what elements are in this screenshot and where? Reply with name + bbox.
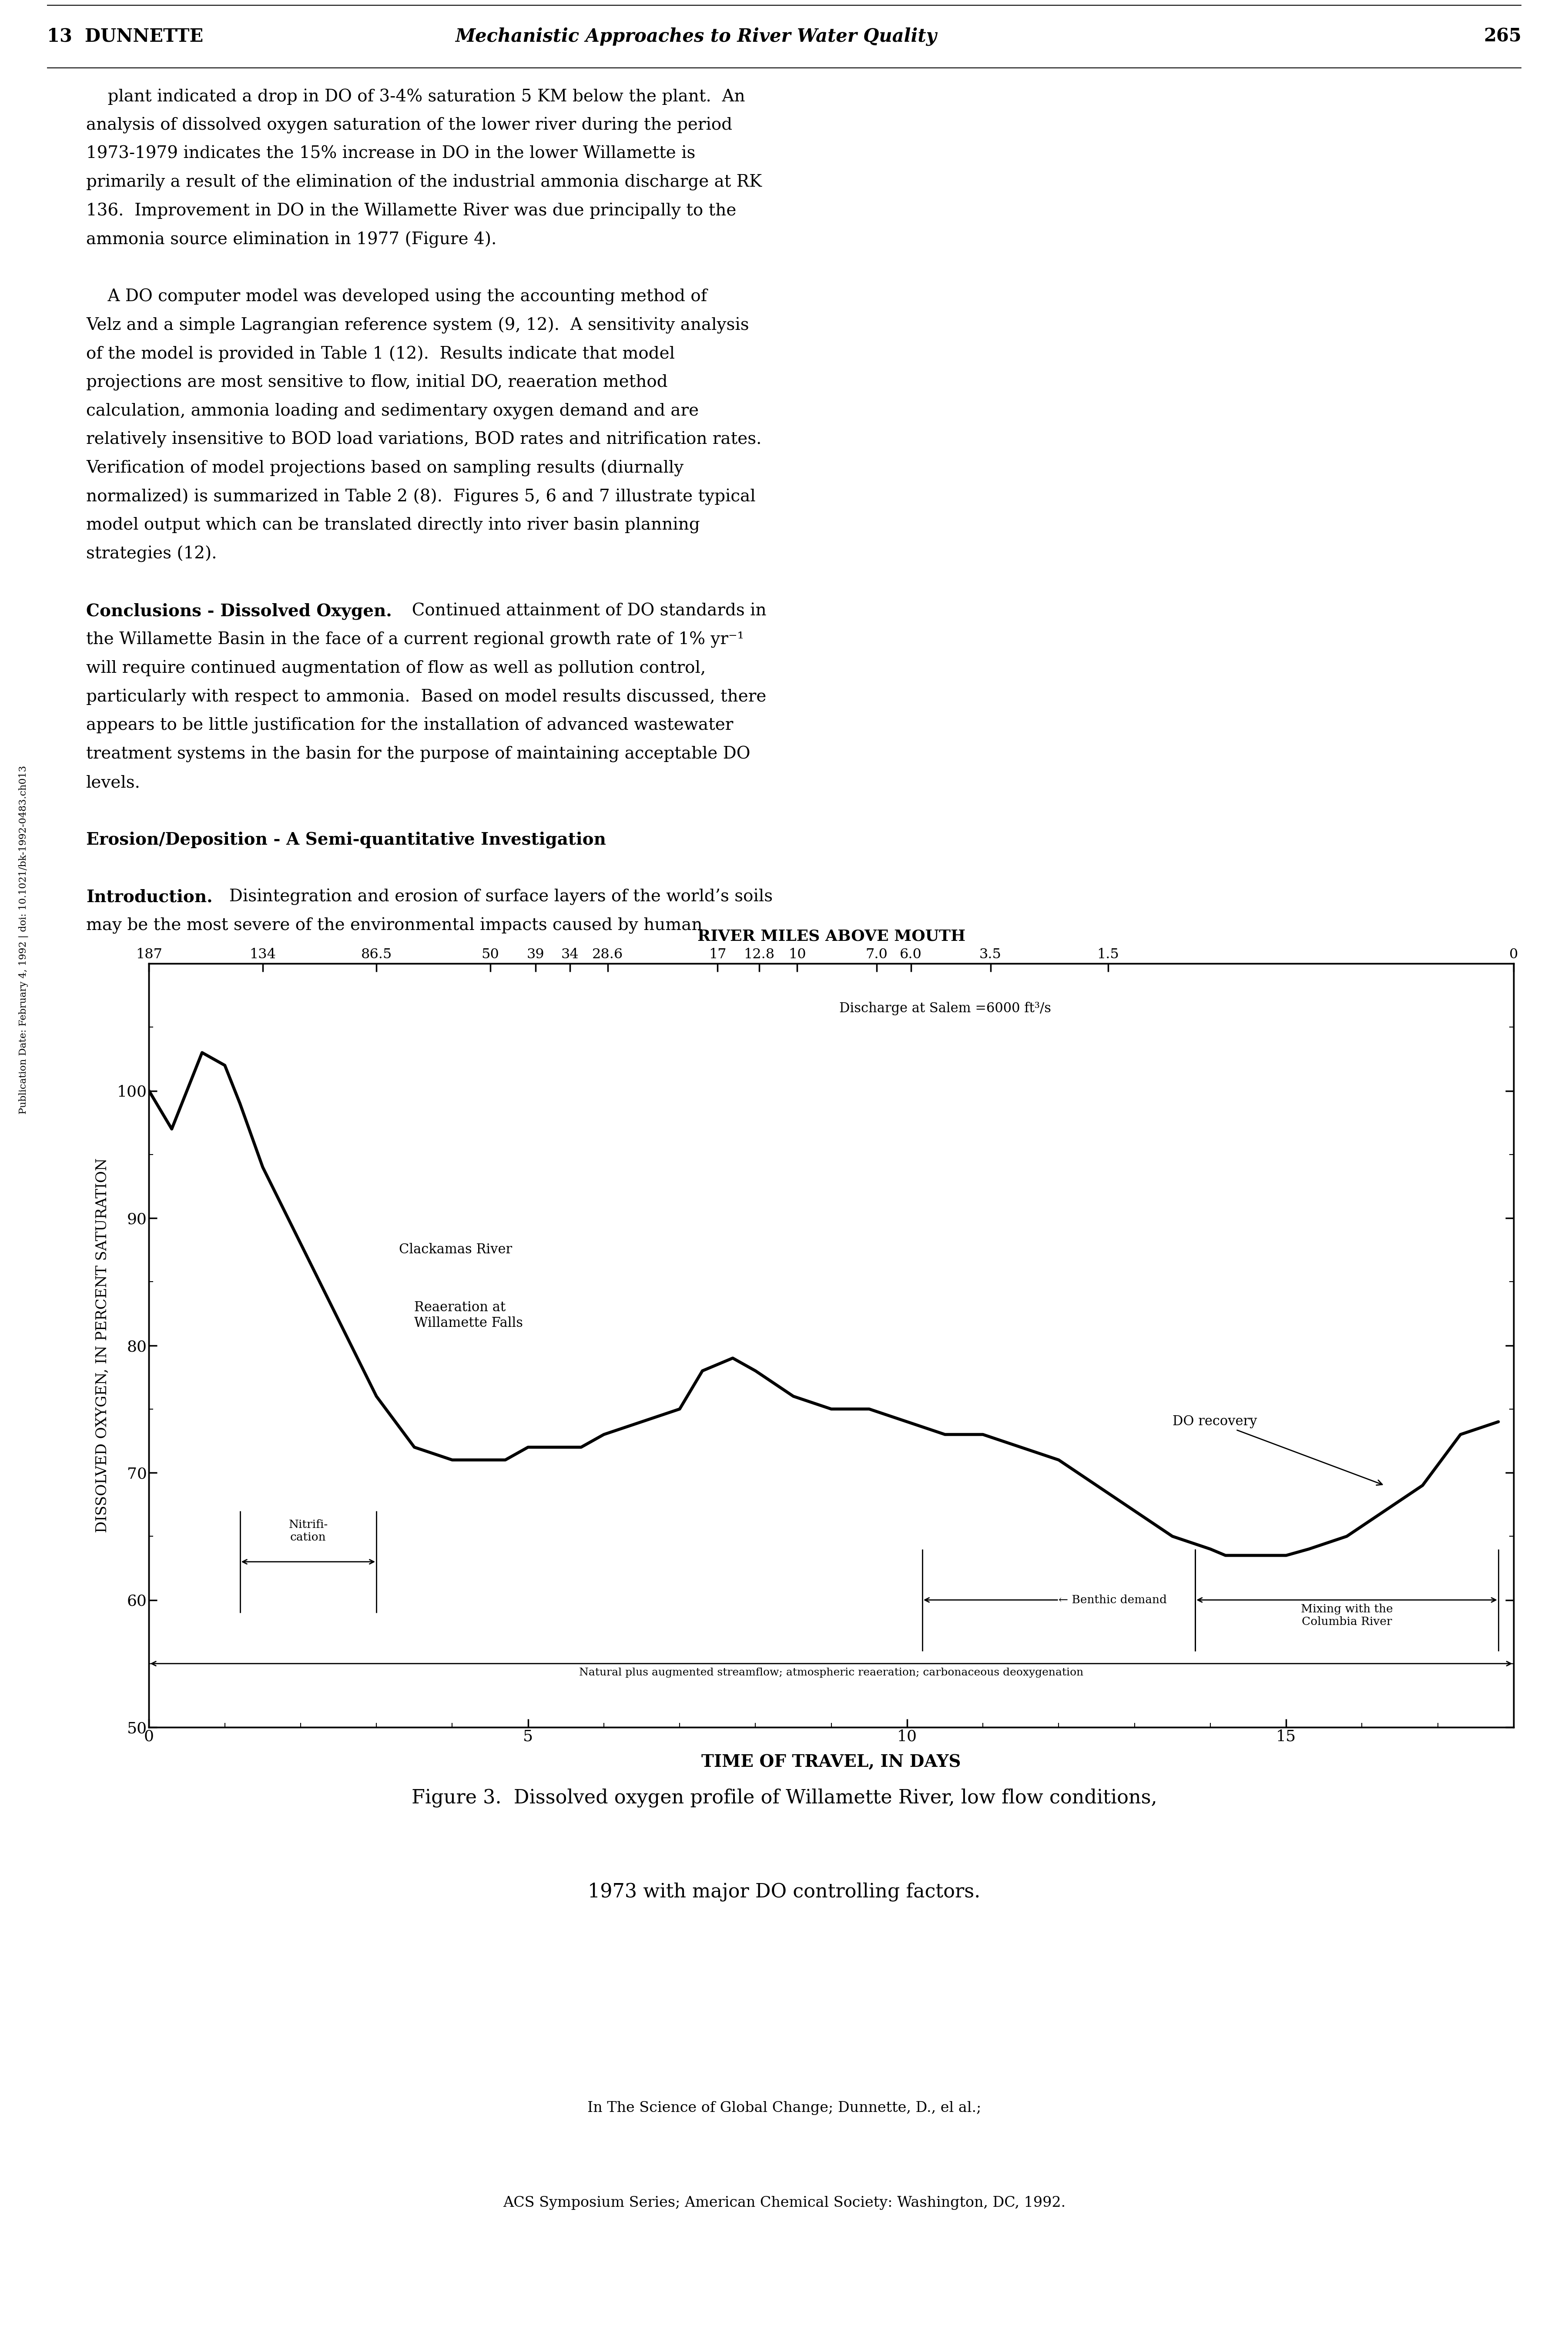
Y-axis label: DISSOLVED OXYGEN, IN PERCENT SATURATION: DISSOLVED OXYGEN, IN PERCENT SATURATION [96, 1159, 110, 1532]
Text: relatively insensitive to BOD load variations, BOD rates and nitrification rates: relatively insensitive to BOD load varia… [86, 432, 762, 449]
Text: A DO computer model was developed using the accounting method of: A DO computer model was developed using … [86, 289, 707, 306]
Text: may be the most severe of the environmental impacts caused by human: may be the most severe of the environmen… [86, 916, 702, 933]
Text: levels.: levels. [86, 776, 141, 792]
Text: Natural plus augmented streamflow; atmospheric reaeration; carbonaceous deoxygen: Natural plus augmented streamflow; atmos… [579, 1668, 1083, 1678]
Text: normalized) is summarized in Table 2 (8).  Figures 5, 6 and 7 illustrate typical: normalized) is summarized in Table 2 (8)… [86, 489, 756, 505]
Text: Figure 3.  Dissolved oxygen profile of Willamette River, low flow conditions,: Figure 3. Dissolved oxygen profile of Wi… [411, 1788, 1157, 1807]
Text: strategies (12).: strategies (12). [86, 545, 216, 562]
Text: Erosion/Deposition - A Semi-quantitative Investigation: Erosion/Deposition - A Semi-quantitative… [86, 832, 605, 848]
Text: 13  DUNNETTE: 13 DUNNETTE [47, 28, 204, 45]
Text: Disintegration and erosion of surface layers of the world’s soils: Disintegration and erosion of surface la… [218, 888, 773, 905]
Text: appears to be little justification for the installation of advanced wastewater: appears to be little justification for t… [86, 717, 734, 733]
Text: Reaeration at
Willamette Falls: Reaeration at Willamette Falls [414, 1302, 524, 1330]
Text: Introduction.: Introduction. [86, 888, 213, 905]
Text: Discharge at Salem =6000 ft³/s: Discharge at Salem =6000 ft³/s [839, 1001, 1051, 1015]
Text: of the model is provided in Table 1 (12).  Results indicate that model: of the model is provided in Table 1 (12)… [86, 345, 674, 362]
Text: Velz and a simple Lagrangian reference system (9, 12).  A sensitivity analysis: Velz and a simple Lagrangian reference s… [86, 317, 750, 334]
Text: In The Science of Global Change; Dunnette, D., el al.;: In The Science of Global Change; Dunnett… [586, 2101, 982, 2115]
X-axis label: RIVER MILES ABOVE MOUTH: RIVER MILES ABOVE MOUTH [698, 928, 964, 945]
Text: calculation, ammonia loading and sedimentary oxygen demand and are: calculation, ammonia loading and sedimen… [86, 402, 699, 418]
Text: analysis of dissolved oxygen saturation of the lower river during the period: analysis of dissolved oxygen saturation … [86, 118, 732, 134]
Text: DO recovery: DO recovery [1171, 1415, 1381, 1485]
Text: ammonia source elimination in 1977 (Figure 4).: ammonia source elimination in 1977 (Figu… [86, 230, 497, 247]
Text: model output which can be translated directly into river basin planning: model output which can be translated dir… [86, 517, 699, 533]
Text: Publication Date: February 4, 1992 | doi: 10.1021/bk-1992-0483.ch013: Publication Date: February 4, 1992 | doi… [19, 766, 28, 1114]
Text: ACS Symposium Series; American Chemical Society: Washington, DC, 1992.: ACS Symposium Series; American Chemical … [503, 2197, 1065, 2209]
X-axis label: TIME OF TRAVEL, IN DAYS: TIME OF TRAVEL, IN DAYS [701, 1753, 961, 1770]
Text: Mechanistic Approaches to River Water Quality: Mechanistic Approaches to River Water Qu… [455, 28, 936, 45]
Text: ← Benthic demand: ← Benthic demand [1058, 1596, 1167, 1605]
Text: projections are most sensitive to flow, initial DO, reaeration method: projections are most sensitive to flow, … [86, 374, 668, 390]
Text: 265: 265 [1483, 28, 1521, 45]
Text: particularly with respect to ammonia.  Based on model results discussed, there: particularly with respect to ammonia. Ba… [86, 689, 767, 705]
Text: plant indicated a drop in DO of 3-4% saturation 5 KM below the plant.  An: plant indicated a drop in DO of 3-4% sat… [86, 89, 745, 106]
Text: 1973-1979 indicates the 15% increase in DO in the lower Willamette is: 1973-1979 indicates the 15% increase in … [86, 146, 695, 162]
Text: treatment systems in the basin for the purpose of maintaining acceptable DO: treatment systems in the basin for the p… [86, 745, 750, 761]
Text: Conclusions - Dissolved Oxygen.: Conclusions - Dissolved Oxygen. [86, 604, 392, 620]
Text: 136.  Improvement in DO in the Willamette River was due principally to the: 136. Improvement in DO in the Willamette… [86, 202, 737, 219]
Text: Clackamas River: Clackamas River [398, 1243, 513, 1257]
Text: primarily a result of the elimination of the industrial ammonia discharge at RK: primarily a result of the elimination of… [86, 174, 762, 190]
Text: Mixing with the
Columbia River: Mixing with the Columbia River [1300, 1603, 1392, 1626]
Text: will require continued augmentation of flow as well as pollution control,: will require continued augmentation of f… [86, 660, 706, 677]
Text: Nitrifi-
cation: Nitrifi- cation [289, 1518, 328, 1542]
Text: Continued attainment of DO standards in: Continued attainment of DO standards in [401, 604, 767, 620]
Text: Verification of model projections based on sampling results (diurnally: Verification of model projections based … [86, 461, 684, 477]
Text: 1973 with major DO controlling factors.: 1973 with major DO controlling factors. [588, 1882, 980, 1901]
Text: the Willamette Basin in the face of a current regional growth rate of 1% yr⁻¹: the Willamette Basin in the face of a cu… [86, 632, 743, 649]
